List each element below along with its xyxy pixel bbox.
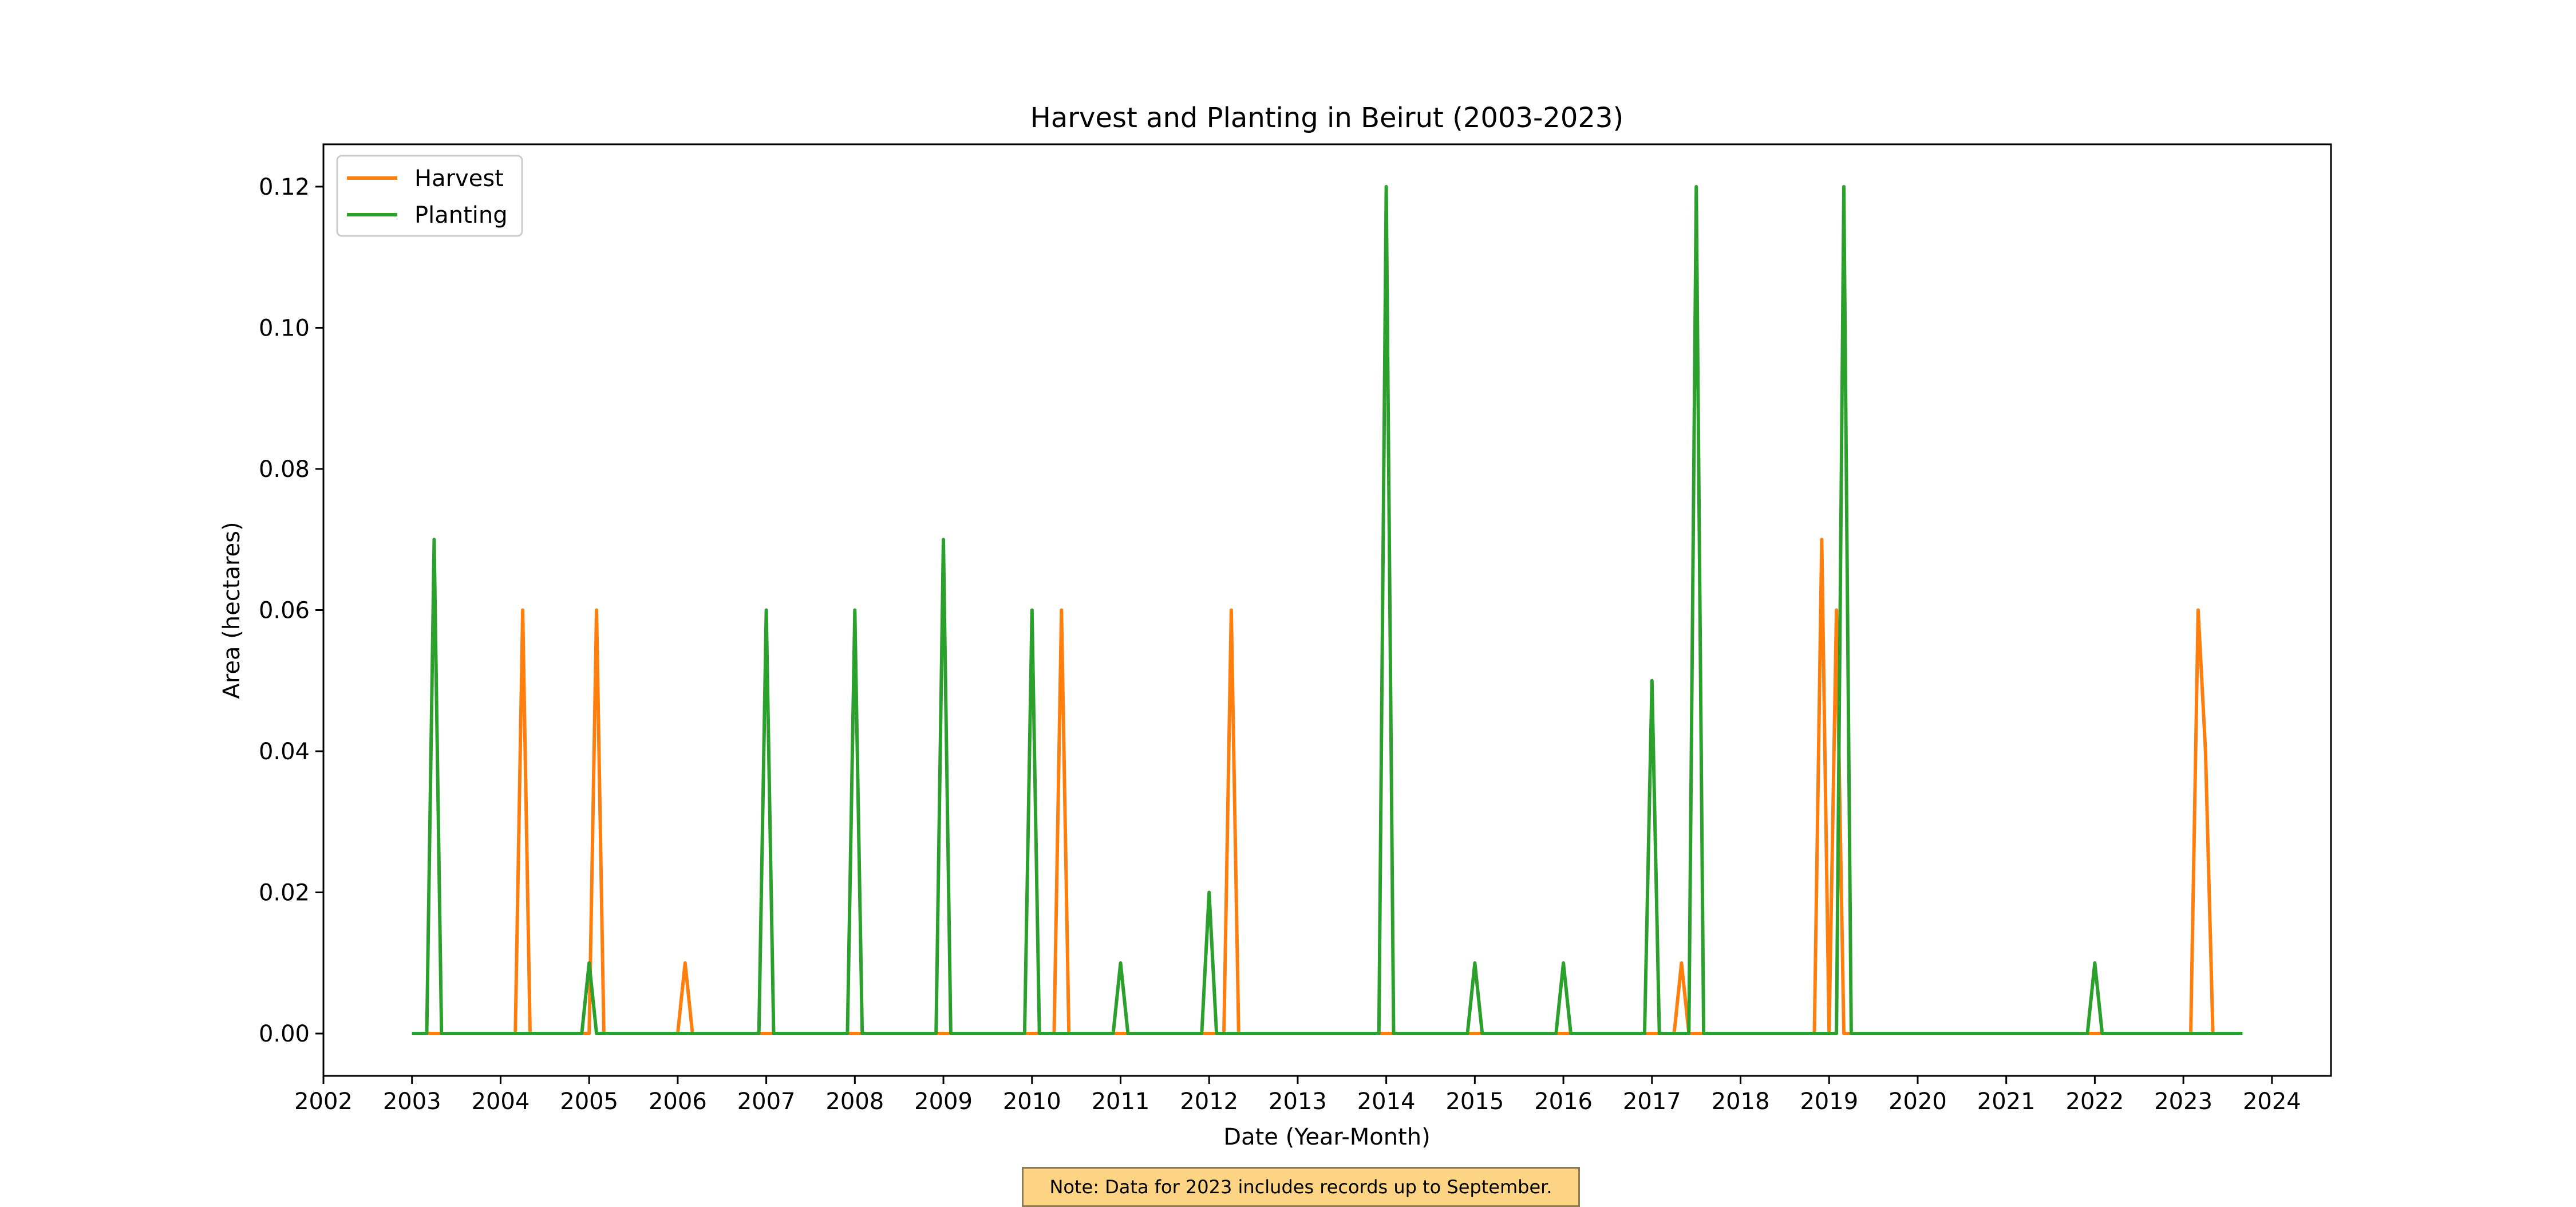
- y-axis-label: Area (hectares): [219, 522, 245, 699]
- legend: Harvest Planting: [336, 155, 523, 237]
- legend-label-planting: Planting: [414, 202, 508, 228]
- x-tick-label: 2010: [1003, 1088, 1061, 1115]
- x-axis-label: Date (Year-Month): [1223, 1124, 1430, 1150]
- x-tick-label: 2009: [914, 1088, 973, 1115]
- y-tick-label: 0.06: [259, 598, 310, 624]
- y-tick-label: 0.08: [259, 456, 310, 483]
- series-layer: [412, 185, 2243, 1035]
- chart-title: Harvest and Planting in Beirut (2003-202…: [1030, 102, 1623, 134]
- x-tick-label: 2020: [1888, 1088, 1947, 1115]
- x-tick-label: 2012: [1180, 1088, 1238, 1115]
- series-line-harvest: [412, 538, 2243, 1035]
- x-axis: 2002 2003 2004 2005 2006 2007 2008 2009 2010 2011…: [294, 1076, 2301, 1115]
- x-tick-label: 2021: [1977, 1088, 2036, 1115]
- y-tick-label: 0.04: [259, 739, 310, 765]
- x-tick-label: 2011: [1092, 1088, 1150, 1115]
- y-tick-label: 0.00: [259, 1021, 310, 1047]
- x-tick-label: 2023: [2154, 1088, 2212, 1115]
- x-tick-label: 2024: [2243, 1088, 2301, 1115]
- x-tick-label: 2008: [825, 1088, 884, 1115]
- series-line-planting: [412, 185, 2243, 1035]
- x-tick-label: 2015: [1445, 1088, 1504, 1115]
- x-tick-label: 2006: [649, 1088, 707, 1115]
- x-tick-label: 2022: [2066, 1088, 2124, 1115]
- y-tick-label: 0.02: [259, 880, 310, 906]
- y-tick-label: 0.12: [259, 174, 310, 200]
- x-tick-label: 2004: [472, 1088, 530, 1115]
- x-tick-label: 2003: [383, 1088, 441, 1115]
- x-tick-label: 2019: [1800, 1088, 1858, 1115]
- x-tick-label: 2013: [1269, 1088, 1327, 1115]
- plot-frame: [322, 143, 2332, 1077]
- x-tick-label: 2018: [1712, 1088, 1770, 1115]
- x-tick-label: 2016: [1534, 1088, 1593, 1115]
- y-tick-label: 0.10: [259, 315, 310, 341]
- x-tick-label: 2007: [737, 1088, 796, 1115]
- legend-label-harvest: Harvest: [414, 165, 504, 192]
- x-tick-label: 2002: [294, 1088, 353, 1115]
- x-tick-label: 2017: [1623, 1088, 1681, 1115]
- y-axis: 0.00 0.02 0.04 0.06 0.08 0.10 0.12: [259, 174, 323, 1047]
- x-tick-label: 2014: [1357, 1088, 1416, 1115]
- x-tick-label: 2005: [560, 1088, 618, 1115]
- data-note: Note: Data for 2023 includes records up …: [1022, 1167, 1580, 1207]
